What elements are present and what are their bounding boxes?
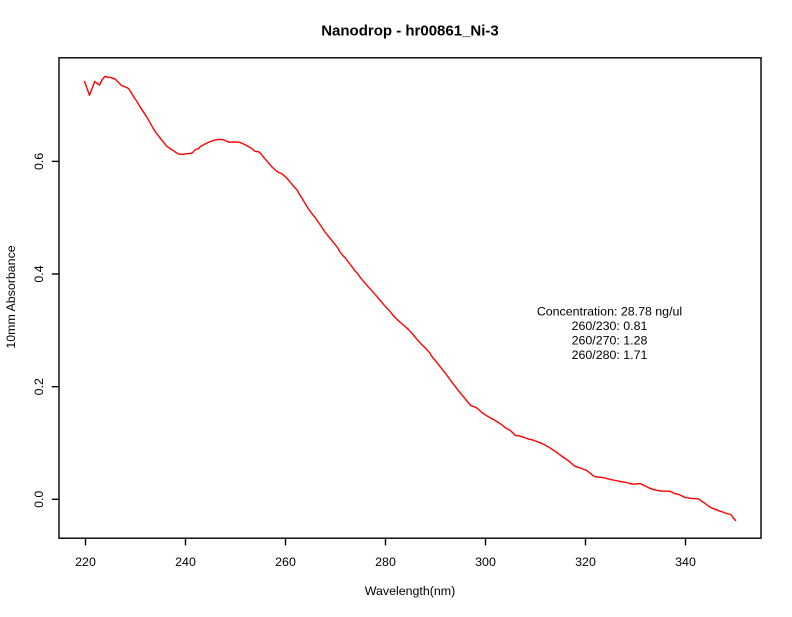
svg-text:260: 260 bbox=[275, 555, 296, 569]
svg-text:0.2: 0.2 bbox=[32, 378, 46, 395]
svg-text:340: 340 bbox=[675, 555, 696, 569]
svg-text:320: 320 bbox=[575, 555, 596, 569]
svg-text:0.4: 0.4 bbox=[32, 265, 46, 282]
svg-text:Wavelength(nm): Wavelength(nm) bbox=[365, 584, 455, 598]
svg-text:260/270: 1.28: 260/270: 1.28 bbox=[572, 334, 648, 348]
svg-text:Nanodrop - hr00861_Ni-3: Nanodrop - hr00861_Ni-3 bbox=[321, 22, 499, 39]
svg-text:260/230: 0.81: 260/230: 0.81 bbox=[572, 319, 648, 333]
svg-text:240: 240 bbox=[175, 555, 196, 569]
svg-text:Concentration: 28.78 ng/ul: Concentration: 28.78 ng/ul bbox=[537, 305, 682, 319]
svg-text:260/280: 1.71: 260/280: 1.71 bbox=[572, 348, 648, 362]
svg-text:280: 280 bbox=[375, 555, 396, 569]
svg-text:220: 220 bbox=[75, 555, 96, 569]
svg-text:300: 300 bbox=[475, 555, 496, 569]
svg-text:0.6: 0.6 bbox=[32, 153, 46, 170]
svg-text:10mm Absorbance: 10mm Absorbance bbox=[4, 245, 18, 348]
svg-text:0.0: 0.0 bbox=[32, 491, 46, 508]
